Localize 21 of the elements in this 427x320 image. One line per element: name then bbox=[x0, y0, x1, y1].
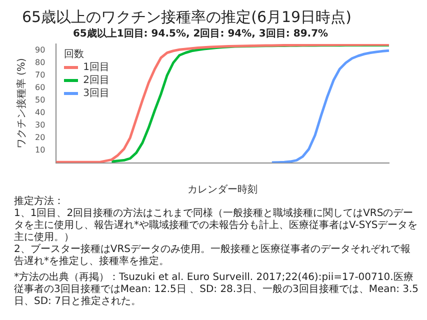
text: 推定方法： bbox=[14, 196, 65, 208]
text: *方法の出典（再掲）：Tsuzuki et al. Euro Surveill. 2017;22(46):pii=17-00710.医療従事者の3回目接種ではMean: 12.5日 、SD: 28.3日、一般の3回目接種では、Mean: 3.5日、SD: 7日と推定された。 bbox=[14, 272, 419, 308]
legend-title: 回数 bbox=[64, 48, 86, 61]
y-tick-label: 50 bbox=[34, 95, 46, 104]
y-tick-label: 60 bbox=[34, 82, 46, 92]
legend-label: 2回目 bbox=[83, 74, 110, 87]
y-tick-label: 70 bbox=[34, 70, 46, 80]
y-tick-label: 90 bbox=[34, 45, 46, 54]
y-tick-label: 10 bbox=[34, 145, 46, 154]
text: 2、ブースター接種はVRSデータのみ使用。一般接種と医療従事者のデータそれぞれで報告遅れ*を推定し、接種率を推定。 bbox=[14, 244, 412, 268]
chart-title: 65歳以上のワクチン接種率の推定(6月19日時点) bbox=[21, 8, 352, 26]
y-tick-label: 30 bbox=[34, 120, 46, 130]
chart-subtitle: 65歳以上1回目: 94.5%, 2回目: 94%, 3回目: 89.7% bbox=[72, 28, 328, 40]
y-axis-title: ワクチン接種率 (%) bbox=[16, 58, 28, 149]
y-tick-label: 40 bbox=[34, 108, 46, 117]
legend-label: 3回目 bbox=[83, 87, 110, 100]
y-tick-label: 80 bbox=[34, 58, 46, 67]
y-tick-label: 20 bbox=[34, 132, 46, 142]
text: 1、1回目、2回目接種の方法はこれまで同様（一般接種と職域接種に関してはVRSのデータを主に使用し、報告遅れ*や職域接種での未報告分も計上、医療従事者はV-SYSデータを主に使用。） bbox=[14, 208, 419, 244]
x-axis-title: カレンダー時刻 bbox=[188, 184, 258, 196]
legend-label: 1回目 bbox=[83, 61, 110, 74]
